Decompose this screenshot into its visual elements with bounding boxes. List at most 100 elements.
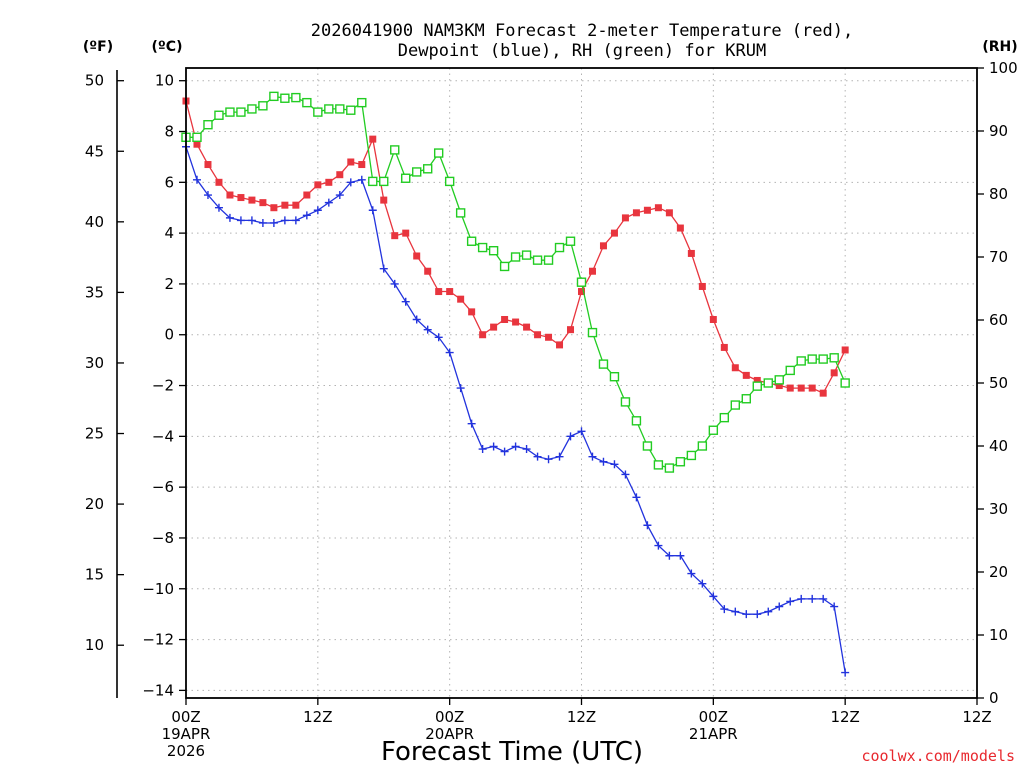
data-point xyxy=(424,267,432,275)
fahrenheit-tick-label: 35 xyxy=(85,283,104,301)
data-point xyxy=(533,452,542,461)
celsius-axis-ticks: −14 −12 −10 −8 −6 −4 −2 0 2 4 6 8 10 xyxy=(142,72,186,699)
data-point xyxy=(698,579,707,588)
rh-tick-label: 100 xyxy=(989,59,1018,77)
data-point xyxy=(785,365,795,376)
data-point xyxy=(742,610,751,619)
data-point xyxy=(665,209,673,217)
series-line xyxy=(185,100,846,395)
data-point xyxy=(368,176,378,187)
data-point xyxy=(270,204,278,212)
celsius-tick-label: −12 xyxy=(142,631,174,649)
data-point xyxy=(786,597,795,606)
data-point xyxy=(336,171,344,179)
data-point xyxy=(620,397,631,407)
data-point xyxy=(368,206,377,215)
data-point xyxy=(357,97,367,108)
data-point xyxy=(433,148,444,158)
data-point xyxy=(830,602,839,611)
data-point xyxy=(599,457,608,466)
rh-tick-label: 20 xyxy=(989,563,1008,581)
x-tick-label: 21APR xyxy=(689,725,738,743)
data-point xyxy=(829,353,839,363)
x-tick-label: 12Z xyxy=(830,708,859,726)
data-point xyxy=(281,201,289,209)
data-point xyxy=(369,135,377,143)
rh-axis-ticks: 0 10 20 30 40 50 60 70 80 90 100 xyxy=(977,59,1018,707)
data-point xyxy=(423,325,432,334)
celsius-unit-label: (ºC) xyxy=(152,39,183,55)
data-point xyxy=(720,605,729,614)
data-point xyxy=(556,341,564,349)
series-dewpoint xyxy=(182,142,850,677)
data-point xyxy=(763,378,773,388)
data-point xyxy=(303,191,311,199)
data-point xyxy=(204,161,212,169)
data-point xyxy=(192,175,201,184)
x-tick-label: 20APR xyxy=(425,725,474,743)
data-point xyxy=(335,104,345,114)
data-point xyxy=(390,279,399,288)
data-point xyxy=(742,371,750,379)
data-point xyxy=(258,218,267,227)
data-point xyxy=(654,541,663,550)
data-point xyxy=(522,445,531,454)
data-point xyxy=(764,607,773,616)
data-point xyxy=(214,203,223,212)
data-point xyxy=(775,382,783,390)
data-point xyxy=(413,252,421,260)
data-point xyxy=(390,145,400,155)
rh-tick-label: 50 xyxy=(989,374,1008,392)
x-tick-end-label: 12Z xyxy=(962,708,991,726)
data-point xyxy=(632,209,640,217)
data-point xyxy=(192,132,202,143)
data-point xyxy=(324,198,333,207)
data-point xyxy=(631,416,642,426)
data-point xyxy=(819,389,827,397)
data-point xyxy=(237,194,245,202)
rh-tick-label: 30 xyxy=(989,500,1008,518)
data-point xyxy=(510,252,521,262)
rh-tick-label: 90 xyxy=(989,122,1008,140)
x-axis-label: Forecast Time (UTC) xyxy=(381,737,643,767)
data-point xyxy=(357,175,366,184)
data-point xyxy=(731,607,740,616)
data-point xyxy=(796,356,806,366)
celsius-tick-label: −4 xyxy=(152,427,174,445)
series-line xyxy=(186,95,846,469)
data-point xyxy=(642,441,653,451)
chart-title-line-2: Dewpoint (blue), RH (green) for KRUM xyxy=(398,41,766,61)
data-point xyxy=(324,104,334,114)
data-point xyxy=(247,104,257,114)
data-point xyxy=(346,105,356,115)
data-point xyxy=(532,255,543,265)
data-point xyxy=(587,327,598,338)
data-point xyxy=(269,218,278,227)
data-point xyxy=(686,450,697,461)
data-point xyxy=(313,107,323,117)
data-point xyxy=(709,592,718,601)
data-point xyxy=(610,229,618,237)
data-point xyxy=(280,93,290,103)
data-point xyxy=(665,551,674,560)
data-point xyxy=(488,245,499,256)
data-point xyxy=(466,236,477,246)
data-point xyxy=(445,348,454,357)
fahrenheit-tick-label: 10 xyxy=(85,636,104,654)
data-point xyxy=(753,610,762,619)
x-tick-label: 00Z xyxy=(699,708,728,726)
rh-tick-label: 40 xyxy=(989,437,1008,455)
celsius-tick-label: −2 xyxy=(152,377,174,395)
data-point xyxy=(467,419,476,428)
x-tick-label: 12Z xyxy=(303,708,332,726)
celsius-tick-label: 10 xyxy=(155,72,174,90)
data-point xyxy=(379,176,389,187)
data-point xyxy=(534,331,542,339)
data-point xyxy=(818,354,828,364)
series-line xyxy=(185,146,846,673)
celsius-tick-label: 2 xyxy=(164,275,174,293)
data-point xyxy=(576,277,587,287)
data-point xyxy=(248,196,256,204)
